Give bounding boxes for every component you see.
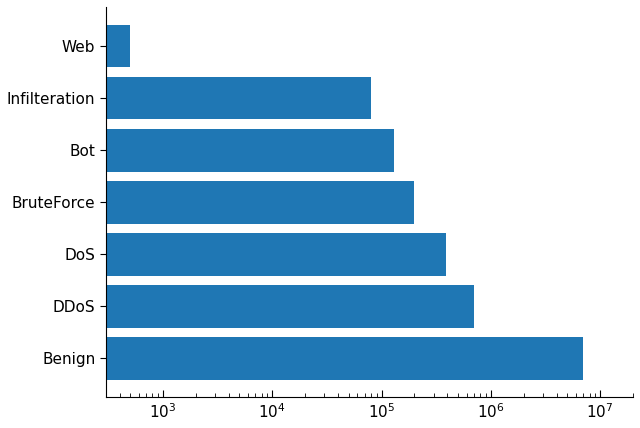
- Bar: [0, 285, 474, 328]
- Bar: [0, 77, 371, 119]
- Bar: [0, 181, 415, 223]
- Bar: [0, 129, 394, 172]
- Bar: [0, 233, 446, 276]
- Bar: [0, 25, 130, 67]
- Bar: [0, 337, 583, 380]
